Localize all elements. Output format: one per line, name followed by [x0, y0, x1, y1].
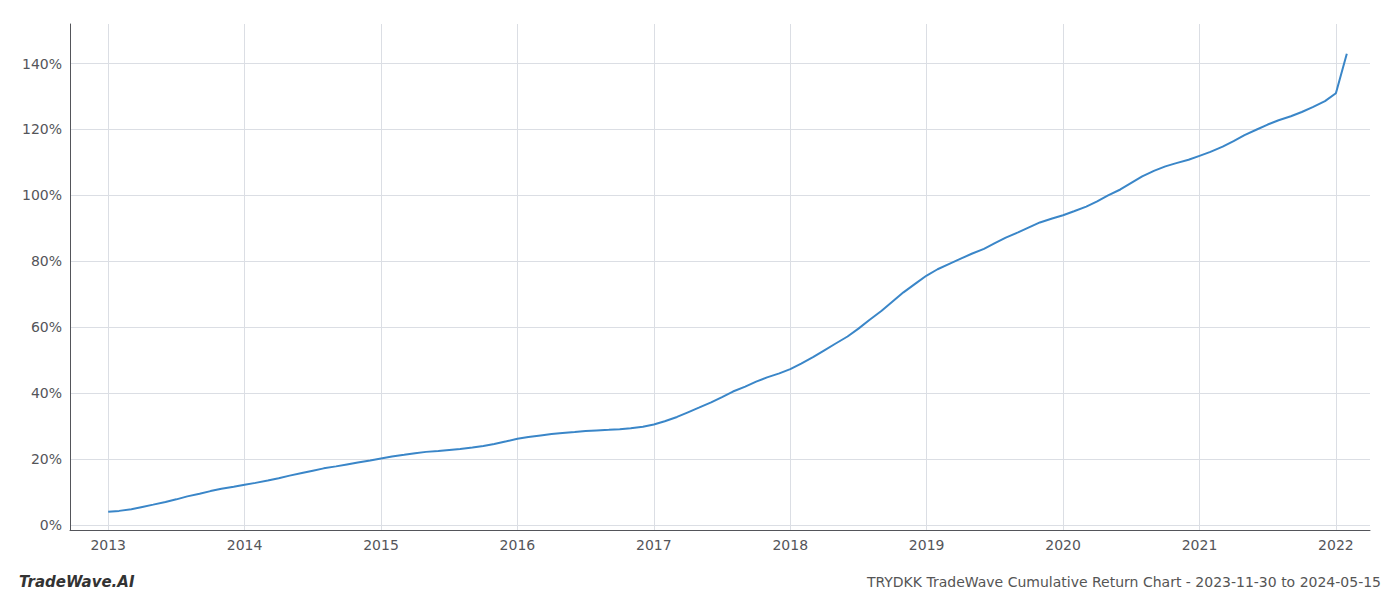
svg-text:40%: 40%	[31, 385, 62, 401]
svg-text:2017: 2017	[636, 537, 672, 553]
svg-text:2019: 2019	[909, 537, 945, 553]
svg-text:2013: 2013	[90, 537, 126, 553]
svg-text:20%: 20%	[31, 451, 62, 467]
svg-text:60%: 60%	[31, 319, 62, 335]
svg-text:2014: 2014	[227, 537, 263, 553]
svg-text:80%: 80%	[31, 253, 62, 269]
svg-text:TRYDKK TradeWave Cumulative Re: TRYDKK TradeWave Cumulative Return Chart…	[866, 574, 1381, 590]
svg-text:120%: 120%	[22, 121, 62, 137]
svg-text:2018: 2018	[772, 537, 808, 553]
svg-text:2016: 2016	[500, 537, 536, 553]
svg-text:100%: 100%	[22, 187, 62, 203]
svg-text:2020: 2020	[1045, 537, 1081, 553]
svg-text:0%: 0%	[40, 517, 62, 533]
svg-text:140%: 140%	[22, 56, 62, 72]
svg-text:TradeWave.AI: TradeWave.AI	[19, 573, 135, 591]
svg-text:2021: 2021	[1182, 537, 1218, 553]
svg-text:2022: 2022	[1318, 537, 1354, 553]
svg-text:2015: 2015	[363, 537, 399, 553]
